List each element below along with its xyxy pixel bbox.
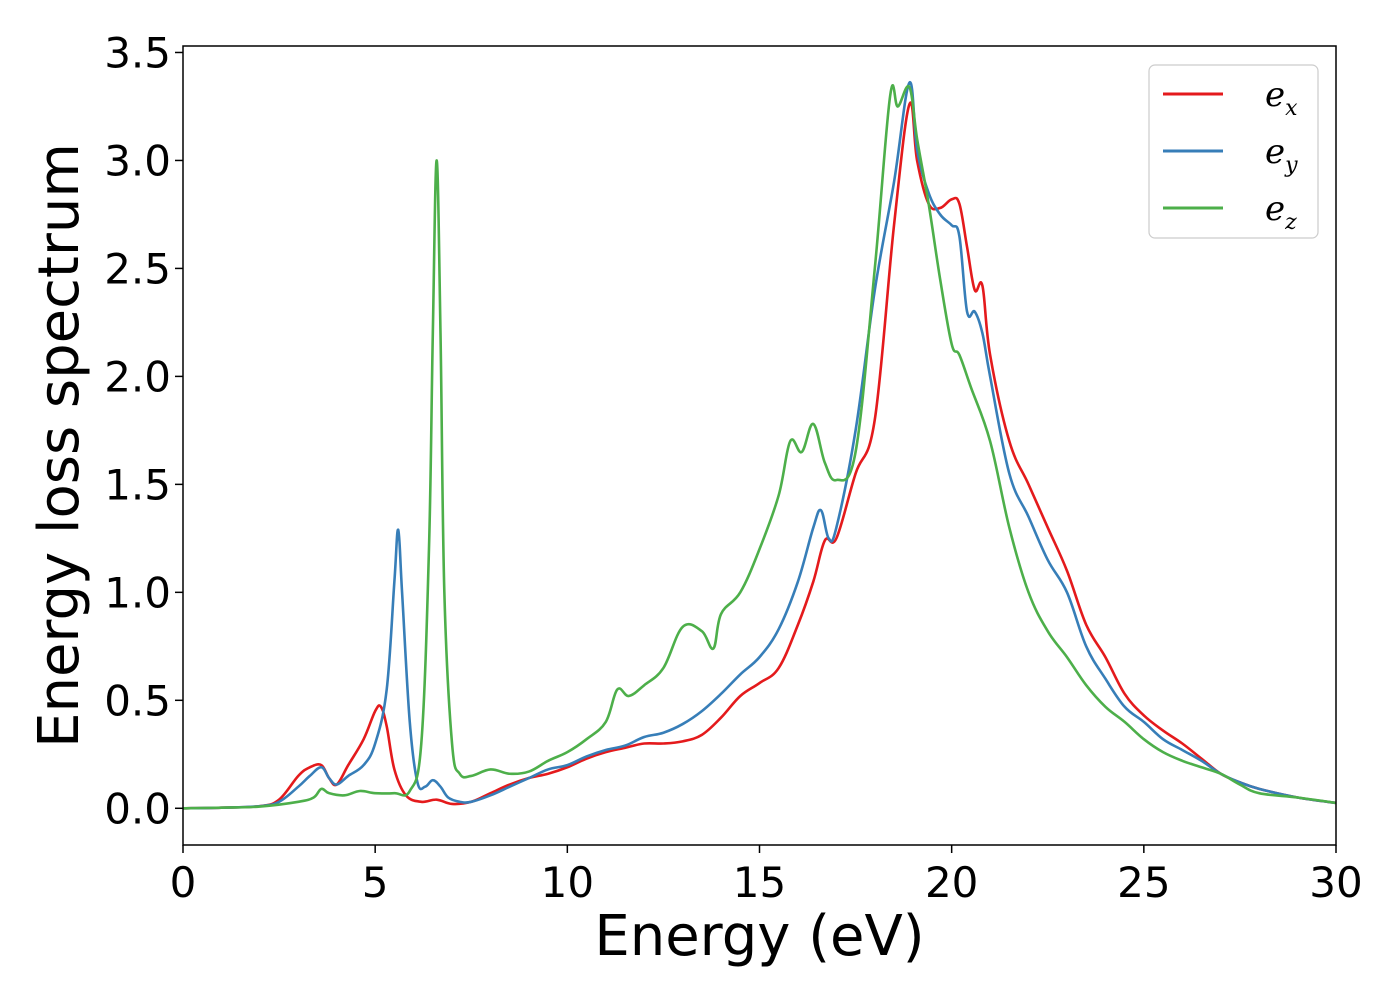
legend-entry-z: ez	[1163, 189, 1297, 235]
y-tick-label: 2.0	[104, 352, 171, 401]
y-tick-label: 3.5	[104, 28, 171, 77]
x-tick-label: 5	[362, 858, 389, 907]
legend: ex ey ez	[1148, 64, 1319, 239]
y-tick-label: 3.0	[104, 136, 171, 185]
y-tick-label: 1.0	[104, 568, 171, 617]
y-tick-label: 2.5	[104, 244, 171, 293]
y-tick-label: 0.0	[104, 784, 171, 833]
x-tick-label: 30	[1309, 858, 1362, 907]
legend-box	[1148, 64, 1319, 239]
legend-label: ey	[1265, 132, 1298, 178]
x-tick-label: 20	[925, 858, 978, 907]
x-tick-label: 25	[1117, 858, 1170, 907]
legend-entry-x: ex	[1163, 75, 1298, 121]
x-tick-label: 0	[170, 858, 197, 907]
y-tick-label: 1.5	[104, 460, 171, 509]
series-line-z	[183, 84, 1336, 810]
legend-label: ex	[1265, 75, 1298, 121]
y-tick-label: 0.5	[104, 676, 171, 725]
x-tick-label: 10	[541, 858, 594, 907]
legend-label: ez	[1265, 189, 1297, 235]
y-axis: 0.0 0.5 1.0 1.5 2.0 2.5 3.0 3.5	[104, 28, 183, 833]
y-axis-title: Energy loss spectrum	[27, 143, 92, 748]
x-tick-label: 15	[733, 858, 786, 907]
x-axis: 0 5 10 15 20 25 30	[170, 845, 1363, 907]
x-axis-title: Energy (eV)	[594, 904, 924, 969]
series-layer	[183, 81, 1336, 810]
series-line-x	[183, 101, 1336, 810]
legend-entry-y: ey	[1163, 132, 1298, 178]
series-line-y	[183, 81, 1336, 810]
